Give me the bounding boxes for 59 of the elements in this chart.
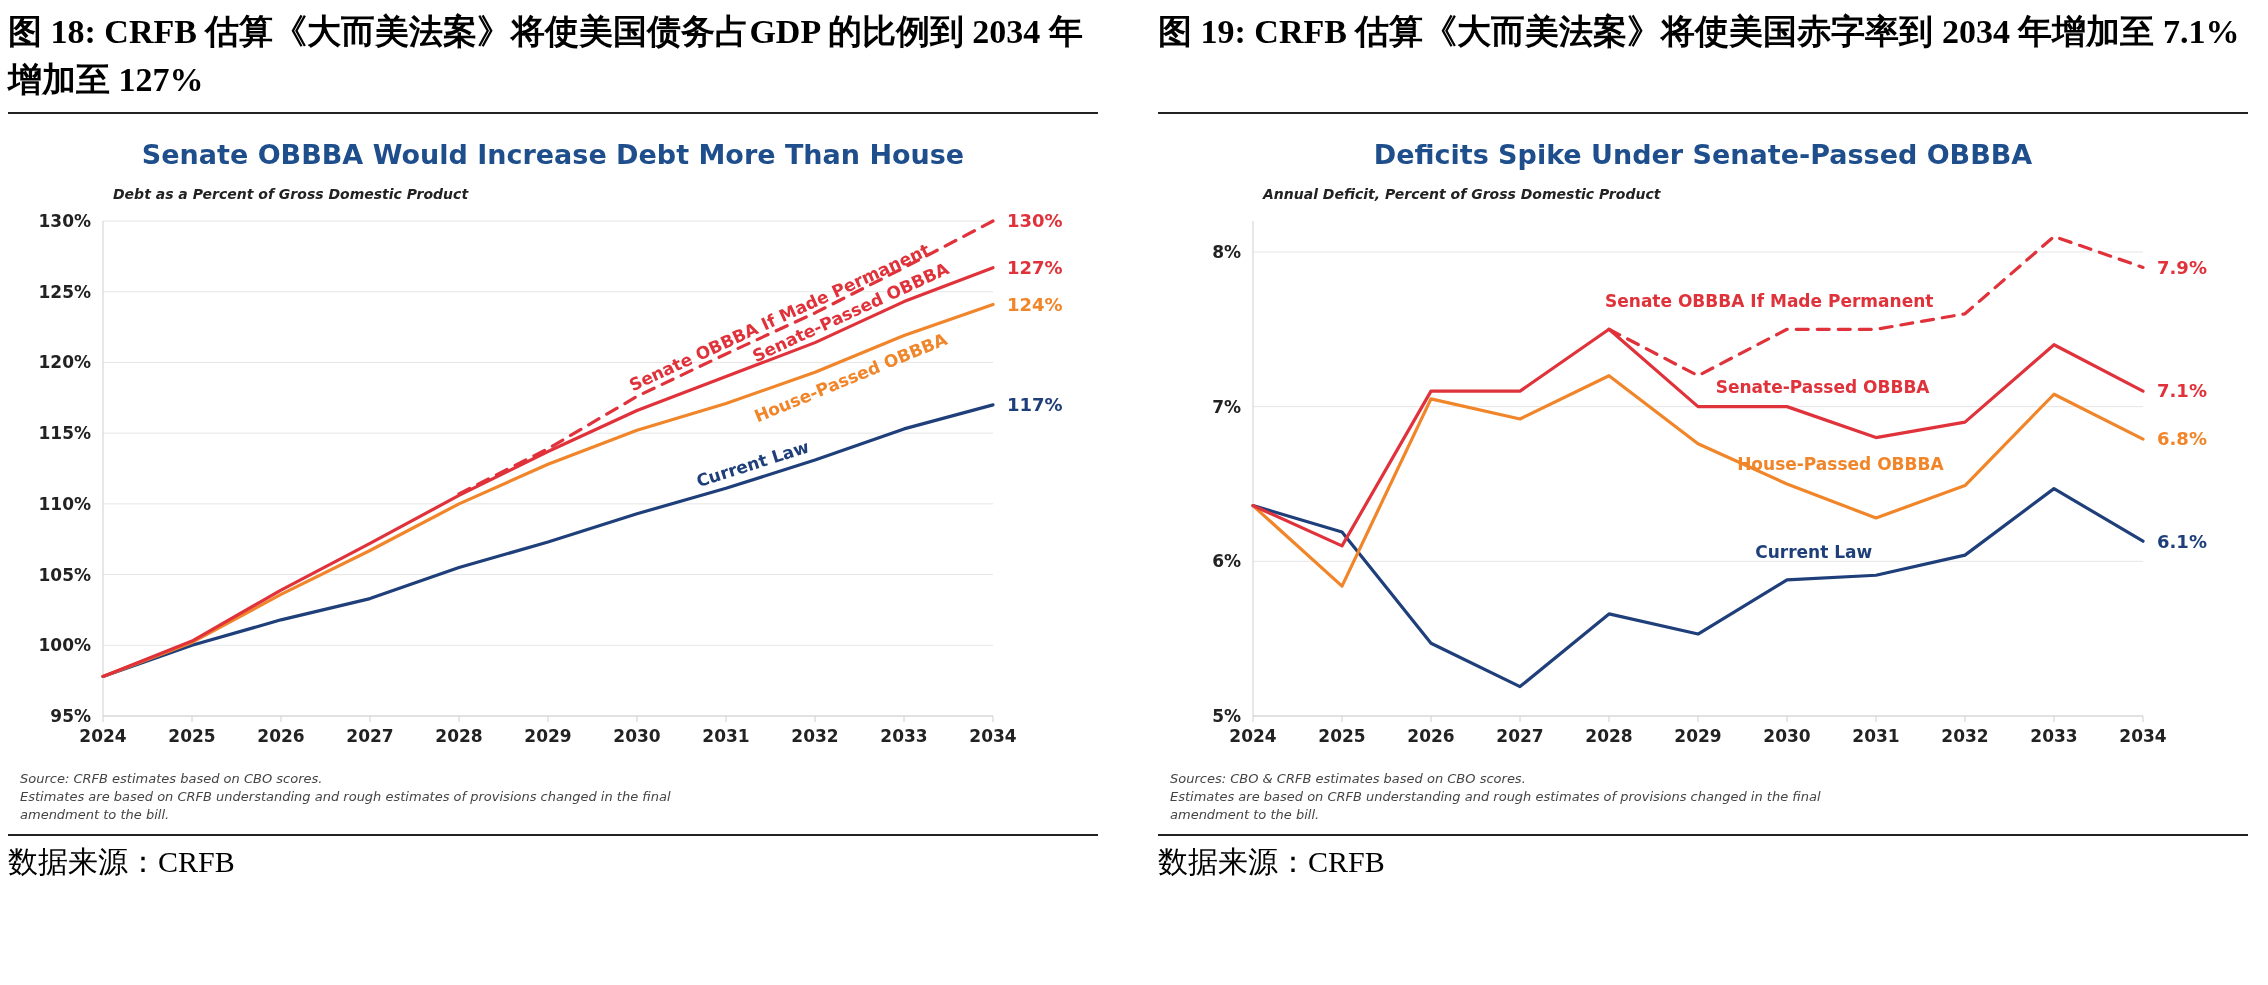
data-label: 124%	[1007, 293, 1063, 315]
y-tick-label: 100%	[38, 635, 91, 656]
line-series	[1251, 487, 2145, 689]
data-label: 7.9%	[2157, 256, 2207, 278]
x-tick-label: 2030	[613, 726, 661, 746]
x-tick-label: 2031	[1852, 726, 1900, 746]
x-tick-label: 2032	[791, 726, 839, 746]
x-tick-label: 2029	[524, 726, 572, 746]
data-label: 7.1%	[2157, 380, 2207, 402]
y-tick-label: 110%	[38, 493, 91, 514]
x-tick-label: 2028	[1585, 726, 1633, 746]
series-label: Senate-Passed OBBBA	[1715, 376, 1931, 397]
source-note: Source: CRFB estimates based on CBO scores.	[20, 770, 324, 788]
y-tick-label: 5%	[1212, 705, 1241, 726]
source-note: 数据来源：CRFB	[1158, 844, 1386, 880]
x-tick-label: 2029	[1674, 726, 1722, 746]
text: Estimates are based on CRFB understanding and rough estimates of provisions changed in the final amendment to the bill.	[20, 788, 672, 824]
series-label: Current Law	[1755, 542, 1873, 563]
x-tick-label: 2024	[1229, 726, 1277, 746]
chart-subtitle: Senate OBBBA Would Increase Debt More Than House	[141, 139, 965, 170]
y-tick-label: 115%	[38, 423, 91, 444]
x-tick-label: 2026	[1407, 726, 1455, 746]
data-label: 6.8%	[2157, 428, 2207, 450]
chart-subtitle: Deficits Spike Under Senate-Passed OBBBA	[1373, 139, 2033, 170]
y-tick-label: 125%	[38, 281, 91, 302]
x-tick-label: 2031	[702, 726, 750, 746]
text: Estimates are based on CRFB understanding and rough estimates of provisions changed in the final amendment to the bill.	[1170, 788, 1822, 824]
data-label: 130%	[1007, 210, 1063, 232]
x-tick-label: 2032	[1941, 726, 1989, 746]
source-note: Sources: CBO & CRFB estimates based on CBO scores.	[1170, 770, 1527, 788]
y-axis-title: Annual Deficit, Percent of Gross Domestic Product	[1262, 186, 1662, 202]
data-label: 127%	[1007, 256, 1063, 278]
y-tick-label: 105%	[38, 564, 91, 585]
data-label: 6.1%	[2157, 530, 2207, 552]
x-tick-label: 2027	[346, 726, 394, 746]
x-tick-label: 2025	[168, 726, 216, 746]
x-tick-label: 2026	[257, 726, 305, 746]
x-tick-label: 2034	[969, 726, 1017, 746]
y-tick-label: 130%	[38, 210, 91, 231]
chart-title: 图 19: CRFB 估算《大而美法案》将使美国赤字率到 2034 年增加至 7.1%	[1158, 8, 2248, 114]
y-tick-label: 95%	[50, 705, 91, 726]
source-note: 数据来源：CRFB	[8, 844, 236, 880]
x-tick-label: 2034	[2119, 726, 2167, 746]
x-tick-label: 2025	[1318, 726, 1366, 746]
series-label: Senate OBBBA If Made Permanent	[1605, 290, 1934, 311]
data-label: 117%	[1007, 394, 1063, 416]
x-tick-label: 2024	[79, 726, 127, 746]
x-tick-label: 2030	[1763, 726, 1811, 746]
y-tick-label: 120%	[38, 352, 91, 373]
y-tick-label: 8%	[1212, 241, 1241, 262]
x-tick-label: 2027	[1496, 726, 1544, 746]
x-tick-label: 2033	[880, 726, 928, 746]
x-tick-label: 2028	[435, 726, 483, 746]
x-tick-label: 2033	[2030, 726, 2078, 746]
y-tick-label: 6%	[1212, 551, 1241, 572]
y-axis-title: Debt as a Percent of Gross Domestic Product	[113, 186, 470, 202]
y-tick-label: 7%	[1212, 396, 1241, 417]
chart-title: 图 18: CRFB 估算《大而美法案》将使美国债务占GDP 的比例到 2034 年增加至 127%	[8, 8, 1098, 114]
line-series	[1251, 374, 2145, 588]
